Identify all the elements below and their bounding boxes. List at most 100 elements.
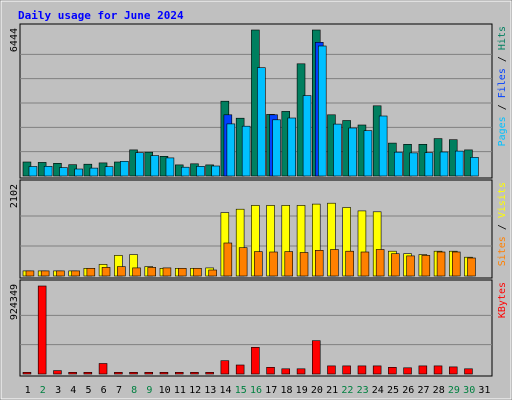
bar-sites-day-28	[436, 251, 446, 277]
bar-kbytes-day-9	[144, 371, 154, 375]
bar-kbytes-day-20	[311, 340, 321, 375]
day-label-3: 3	[55, 385, 61, 396]
day-label-6: 6	[101, 385, 107, 396]
day-label-12: 12	[189, 385, 201, 396]
bar-pages-day-26	[409, 152, 418, 177]
bar-kbytes-day-15	[235, 364, 245, 375]
bar-kbytes-day-21	[327, 365, 336, 375]
bar-kbytes-day-19	[296, 368, 306, 375]
bar-sites-day-7	[117, 266, 126, 277]
panel-top-legend: Pages / Files / Hits	[497, 26, 508, 146]
panel-bottom-max-label: 924349	[9, 284, 20, 320]
day-label-25: 25	[387, 385, 399, 396]
bar-sites-day-4	[71, 270, 80, 277]
bar-pages-day-8	[135, 152, 144, 177]
bar-pages-day-10	[165, 157, 175, 177]
panel-middle: 2102 Sites / Visits	[9, 179, 508, 279]
bar-sites-day-3	[56, 270, 65, 277]
bar-pages-day-28	[439, 151, 449, 177]
bar-kbytes-day-2	[37, 285, 47, 375]
legend-pages: Pages	[497, 116, 508, 146]
bar-sites-day-5	[86, 267, 96, 277]
bar-sites-day-29	[451, 251, 461, 277]
bar-sites-day-22	[345, 250, 354, 277]
bar-kbytes-day-13	[205, 371, 214, 375]
bar-sites-day-25	[391, 253, 400, 277]
panel-middle-max-label: 2102	[9, 184, 20, 208]
bar-pages-day-14	[226, 123, 236, 177]
bar-pages-day-15	[241, 125, 251, 177]
bar-pages-day-18	[287, 117, 296, 177]
bar-kbytes-day-11	[175, 371, 184, 375]
legend-hits: Hits	[497, 26, 508, 50]
bar-sites-day-23	[360, 251, 370, 277]
day-label-16: 16	[250, 385, 262, 396]
bar-kbytes-day-27	[418, 365, 428, 375]
bar-kbytes-day-29	[448, 366, 458, 375]
day-label-31: 31	[478, 385, 490, 396]
day-label-10: 10	[159, 385, 171, 396]
bar-pages-day-23	[363, 130, 373, 177]
day-label-18: 18	[280, 385, 292, 396]
day-label-28: 28	[433, 385, 445, 396]
day-label-5: 5	[85, 385, 91, 396]
bar-sites-day-8	[132, 267, 141, 277]
day-label-29: 29	[448, 385, 460, 396]
bar-kbytes-day-14	[220, 360, 230, 375]
bar-sites-day-26	[406, 255, 415, 277]
bar-sites-day-9	[147, 267, 157, 277]
bar-kbytes-day-22	[342, 365, 351, 375]
day-label-22: 22	[341, 385, 353, 396]
bar-pages-day-5	[89, 167, 99, 177]
bar-kbytes-day-25	[388, 366, 397, 375]
legend-kbytes: KBytes	[497, 282, 508, 318]
bar-pages-day-25	[394, 151, 403, 177]
chart-title: Daily usage for June 2024	[18, 9, 184, 22]
bar-pages-day-16	[257, 67, 266, 177]
bar-sites-day-19	[299, 252, 309, 277]
day-label-9: 9	[146, 385, 152, 396]
bar-pages-day-17	[272, 119, 281, 177]
bar-pages-day-20	[317, 45, 327, 177]
bar-kbytes-day-16	[251, 346, 260, 375]
bar-pages-day-2	[43, 166, 53, 177]
bar-sites-day-6	[101, 267, 111, 277]
bar-pages-day-24	[378, 115, 388, 177]
bar-pages-day-9	[150, 155, 160, 177]
bar-sites-day-24	[375, 249, 385, 277]
day-label-26: 26	[402, 385, 414, 396]
bar-pages-day-19	[302, 95, 312, 177]
bar-sites-day-20	[314, 250, 324, 277]
legend-separator: /	[497, 218, 508, 236]
legend-separator: /	[497, 98, 508, 116]
bar-sites-day-18	[284, 251, 293, 277]
bar-kbytes-day-30	[464, 368, 473, 375]
day-label-1: 1	[25, 385, 31, 396]
bar-pages-day-11	[181, 166, 190, 177]
day-label-15: 15	[235, 385, 247, 396]
bar-sites-day-14	[223, 242, 233, 277]
bar-kbytes-day-28	[433, 365, 443, 375]
bar-kbytes-day-17	[266, 366, 275, 375]
bar-kbytes-day-7	[114, 371, 123, 375]
day-label-2: 2	[40, 385, 46, 396]
legend-separator: /	[497, 50, 508, 68]
bar-kbytes-day-8	[129, 371, 138, 375]
bar-kbytes-day-23	[357, 365, 367, 375]
bar-kbytes-day-10	[159, 371, 169, 375]
day-label-17: 17	[265, 385, 277, 396]
bar-sites-day-13	[208, 269, 217, 277]
bar-sites-day-10	[162, 267, 172, 277]
bar-sites-day-15	[238, 247, 248, 277]
bar-pages-day-4	[74, 168, 83, 177]
panel-bottom-legend: KBytes	[497, 282, 508, 318]
legend-files: Files	[497, 68, 508, 98]
bar-kbytes-day-4	[68, 371, 77, 375]
day-label-21: 21	[326, 385, 338, 396]
bar-sites-day-27	[421, 255, 431, 277]
panel-bottom: 924349 KBytes	[9, 279, 508, 377]
bar-pages-day-12	[196, 166, 205, 177]
day-label-4: 4	[70, 385, 76, 396]
